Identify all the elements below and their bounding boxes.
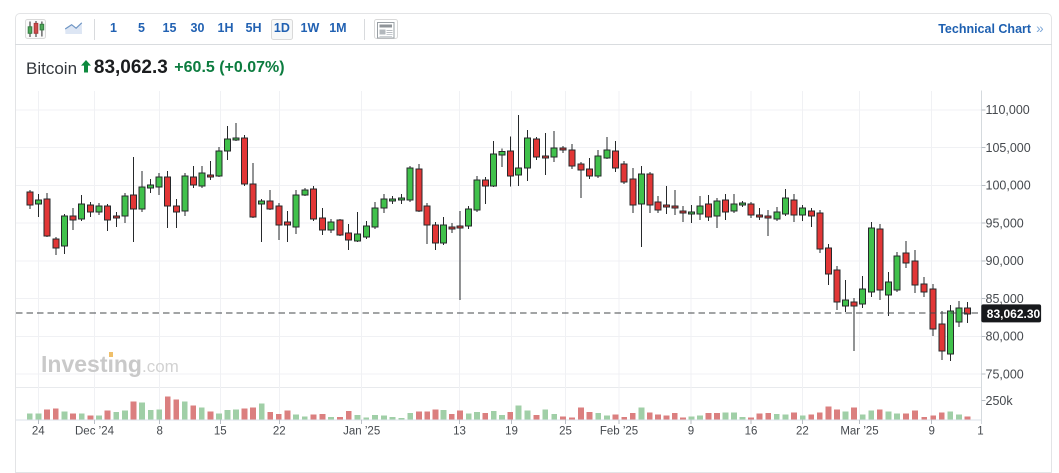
- svg-text:24: 24: [32, 426, 45, 438]
- svg-text:16: 16: [745, 426, 758, 438]
- svg-text:80,000: 80,000: [986, 330, 1024, 344]
- svg-text:22: 22: [796, 426, 809, 438]
- svg-text:250k: 250k: [986, 394, 1014, 408]
- svg-text:Dec ’24: Dec ’24: [75, 426, 115, 438]
- svg-text:8: 8: [156, 426, 162, 438]
- svg-text:9: 9: [928, 426, 934, 438]
- svg-text:19: 19: [505, 426, 518, 438]
- svg-text:Jan ’25: Jan ’25: [343, 426, 380, 438]
- svg-text:105,000: 105,000: [986, 141, 1031, 155]
- svg-text:1: 1: [977, 426, 983, 438]
- svg-text:95,000: 95,000: [986, 217, 1024, 231]
- svg-text:100,000: 100,000: [986, 179, 1031, 193]
- svg-text:22: 22: [273, 426, 286, 438]
- svg-text:9: 9: [688, 426, 694, 438]
- svg-text:90,000: 90,000: [986, 254, 1024, 268]
- svg-text:83,062.30: 83,062.30: [987, 307, 1041, 321]
- svg-text:85,000: 85,000: [986, 292, 1024, 306]
- svg-text:25: 25: [559, 426, 572, 438]
- svg-text:13: 13: [453, 426, 466, 438]
- svg-text:75,000: 75,000: [986, 367, 1024, 381]
- svg-text:Feb ’25: Feb ’25: [600, 426, 638, 438]
- svg-text:Mar ’25: Mar ’25: [840, 426, 878, 438]
- svg-text:110,000: 110,000: [986, 103, 1030, 117]
- svg-text:15: 15: [214, 426, 227, 438]
